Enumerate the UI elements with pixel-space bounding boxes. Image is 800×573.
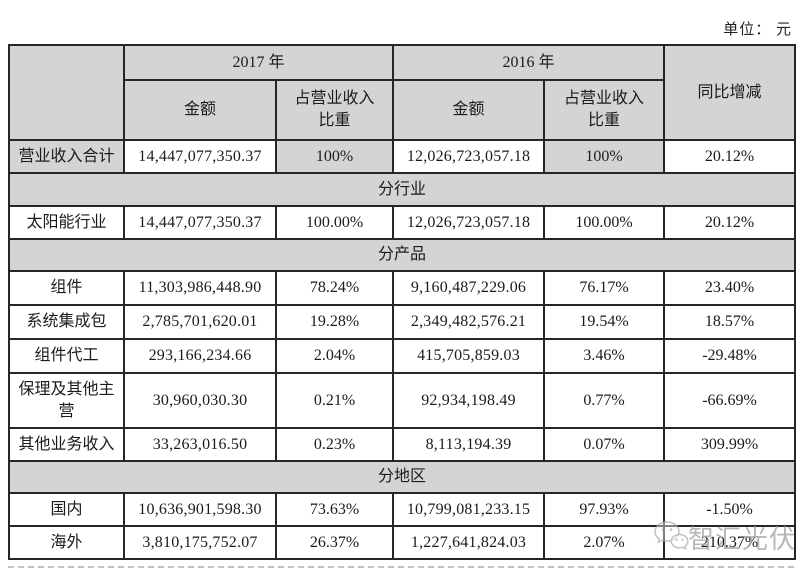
cell-system-package-yoy: 18.57%	[663, 304, 797, 340]
cell-system-package-amount-2017: 2,785,701,620.01	[123, 304, 277, 340]
cell-overseas-amount-2017: 3,810,175,752.07	[123, 525, 277, 560]
cell-domestic-amount-2017: 10,636,901,598.30	[123, 492, 277, 527]
cell-factoring-share-2016: 0.77%	[543, 372, 666, 429]
cell-other-business-share-2016: 0.07%	[543, 427, 666, 462]
cell-other-business-label: 其他业务收入	[8, 427, 125, 462]
table-row-system-package: 系统集成包 2,785,701,620.01 19.28% 2,349,482,…	[8, 304, 797, 340]
header-empty-cell	[8, 44, 125, 141]
cell-total-amount-2016: 12,026,723,057.18	[392, 139, 546, 174]
table-row-module-oem: 组件代工 293,166,234.66 2.04% 415,705,859.03…	[8, 338, 797, 374]
table-row-section-industry: 分行业	[7, 172, 797, 207]
cell-module-oem-amount-2017: 293,166,234.66	[123, 338, 277, 374]
cell-domestic-yoy: -1.50%	[663, 492, 797, 527]
header-row-years: 2017 年 2016 年 同比增减	[8, 44, 797, 141]
cell-other-business-share-2017: 0.23%	[274, 427, 395, 462]
cell-system-package-label: 系统集成包	[8, 304, 125, 340]
cell-total-share-2016: 100%	[543, 139, 666, 174]
table-row-modules: 组件 11,303,986,448.90 78.24% 9,160,487,22…	[8, 270, 797, 306]
cell-domestic-share-2016: 97.93%	[543, 492, 666, 527]
cell-modules-share-2016: 76.17%	[543, 270, 666, 306]
cell-other-business-amount-2016: 8,113,194.39	[392, 427, 546, 462]
cell-overseas-yoy: 210.37%	[663, 525, 797, 560]
cell-module-oem-share-2016: 3.46%	[543, 338, 666, 374]
cell-factoring-amount-2017: 30,960,030.30	[123, 372, 277, 429]
cell-module-oem-amount-2016: 415,705,859.03	[392, 338, 546, 374]
table-row-total: 营业收入合计 14,447,077,350.37 100% 12,026,723…	[8, 139, 797, 174]
table-row-overseas: 海外 3,810,175,752.07 26.37% 1,227,641,824…	[8, 525, 797, 560]
header-share-2016-text: 占营业收入比重	[564, 90, 645, 129]
cell-other-business-yoy: 309.99%	[663, 427, 797, 462]
cell-domestic-label: 国内	[8, 492, 125, 527]
header-yoy: 同比增减	[663, 44, 797, 141]
cell-system-package-amount-2016: 2,349,482,576.21	[392, 304, 546, 340]
cell-section-product: 分产品	[7, 238, 797, 272]
cell-other-business-amount-2017: 33,263,016.50	[123, 427, 277, 462]
cell-total-yoy: 20.12%	[663, 139, 797, 174]
header-amount-2016: 金额	[392, 79, 546, 141]
cell-module-oem-yoy: -29.48%	[663, 338, 797, 374]
table-row-solar: 太阳能行业 14,447,077,350.37 100.00% 12,026,7…	[8, 205, 797, 240]
cell-solar-amount-2017: 14,447,077,350.37	[123, 205, 277, 240]
table-row-section-product: 分产品	[7, 238, 797, 272]
cell-domestic-amount-2016: 10,799,081,233.15	[392, 492, 546, 527]
table-row-factoring: 保理及其他主营 30,960,030.30 0.21% 92,934,198.4…	[8, 372, 797, 429]
cell-overseas-amount-2016: 1,227,641,824.03	[392, 525, 546, 560]
cell-total-amount-2017: 14,447,077,350.37	[123, 139, 277, 174]
header-share-2017: 占营业收入比重	[274, 79, 395, 141]
cell-module-oem-label: 组件代工	[8, 338, 125, 374]
header-amount-2017: 金额	[123, 79, 277, 141]
cell-total-label: 营业收入合计	[8, 139, 125, 174]
cell-solar-share-2016: 100.00%	[543, 205, 666, 240]
cell-section-region: 分地区	[7, 460, 797, 494]
cell-factoring-yoy: -66.69%	[663, 372, 797, 429]
cell-modules-amount-2016: 9,160,487,229.06	[392, 270, 546, 306]
bottom-dashed-line	[8, 566, 794, 568]
header-share-2017-text: 占营业收入比重	[294, 90, 375, 129]
cell-overseas-label: 海外	[8, 525, 125, 560]
table-row-other-business: 其他业务收入 33,263,016.50 0.23% 8,113,194.39 …	[8, 427, 797, 462]
cell-solar-label: 太阳能行业	[8, 205, 125, 240]
unit-label: 单位： 元	[723, 22, 792, 38]
cell-modules-label: 组件	[8, 270, 125, 306]
cell-domestic-share-2017: 73.63%	[274, 492, 395, 527]
cell-overseas-share-2017: 26.37%	[274, 525, 395, 560]
cell-overseas-share-2016: 2.07%	[543, 525, 666, 560]
cell-module-oem-share-2017: 2.04%	[274, 338, 395, 374]
header-share-2016: 占营业收入比重	[543, 79, 666, 141]
header-year-2017: 2017 年	[122, 44, 395, 81]
cell-section-industry: 分行业	[7, 172, 797, 207]
cell-solar-yoy: 20.12%	[663, 205, 797, 240]
cell-solar-amount-2016: 12,026,723,057.18	[392, 205, 546, 240]
header-year-2016: 2016 年	[392, 44, 666, 81]
table-row-domestic: 国内 10,636,901,598.30 73.63% 10,799,081,2…	[8, 492, 797, 527]
revenue-table: 2017 年 2016 年 同比增减 金额 占营业收入比重 金额 占营业收入比重…	[7, 44, 797, 560]
cell-solar-share-2017: 100.00%	[274, 205, 395, 240]
cell-modules-share-2017: 78.24%	[274, 270, 395, 306]
cell-system-package-share-2017: 19.28%	[274, 304, 395, 340]
cell-factoring-share-2017: 0.21%	[274, 372, 395, 429]
cell-system-package-share-2016: 19.54%	[543, 304, 666, 340]
table-row-section-region: 分地区	[7, 460, 797, 494]
cell-modules-yoy: 23.40%	[663, 270, 797, 306]
header-row-measures: 金额 占营业收入比重 金额 占营业收入比重	[9, 79, 795, 141]
cell-factoring-label: 保理及其他主营	[8, 372, 125, 429]
cell-total-share-2017: 100%	[274, 139, 395, 174]
revenue-table-wrap: 2017 年 2016 年 同比增减 金额 占营业收入比重 金额 占营业收入比重…	[7, 44, 797, 560]
cell-factoring-amount-2016: 92,934,198.49	[392, 372, 546, 429]
cell-modules-amount-2017: 11,303,986,448.90	[123, 270, 277, 306]
